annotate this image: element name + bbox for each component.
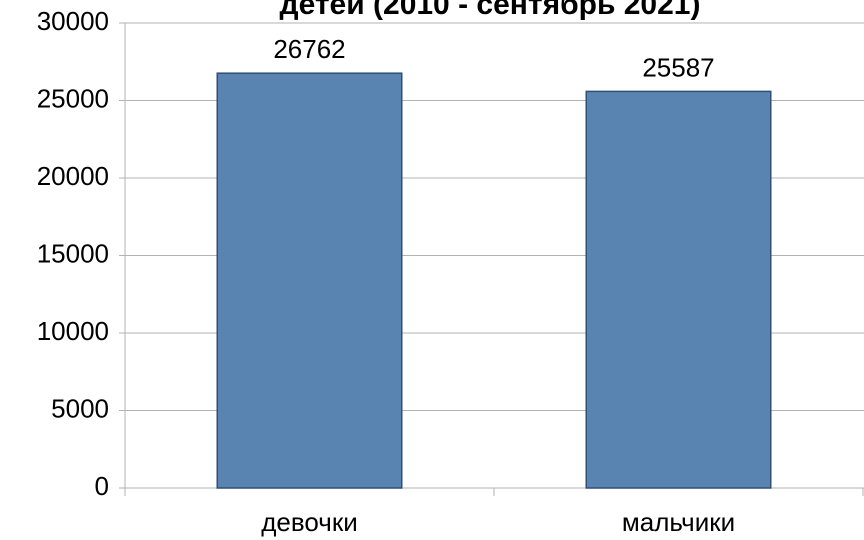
y-tick-label: 15000 [37, 238, 109, 268]
y-tick-label: 20000 [37, 161, 109, 191]
bar [585, 90, 772, 489]
y-tick-label: 5000 [51, 393, 109, 423]
y-tick-label: 25000 [37, 83, 109, 113]
chart-title: детей (2010 - сентябрь 2021) [280, 0, 701, 21]
bar [216, 72, 403, 489]
y-tick-label: 30000 [37, 6, 109, 36]
y-tick-label: 0 [95, 471, 109, 501]
data-label: 26762 [273, 34, 345, 64]
x-tick-label: девочки [261, 507, 357, 537]
y-tick-label: 10000 [37, 316, 109, 346]
data-label: 25587 [642, 52, 714, 82]
x-tick-label: мальчики [622, 507, 735, 537]
